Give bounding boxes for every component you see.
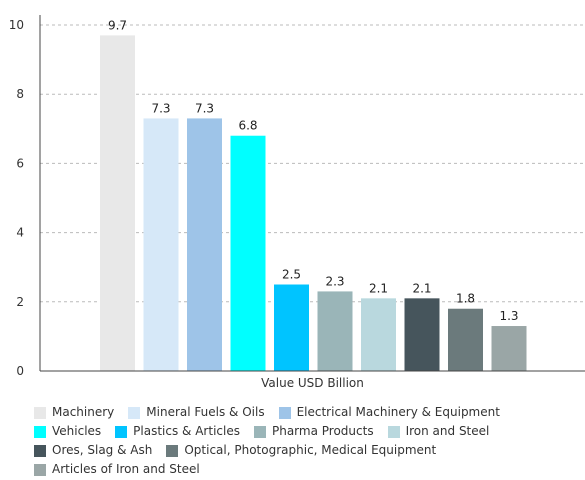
bar-chart: 0 2 4 6 8 10 9.7 7.3 7.3 6.8 2.5 2.3 2.1 2.1 1.8 1.3 <box>9 15 585 378</box>
legend-swatch <box>115 425 128 438</box>
legend-swatch <box>34 463 46 476</box>
bar <box>404 298 440 371</box>
legend-label: Mineral Fuels & Oils <box>146 405 265 419</box>
bar <box>187 118 222 371</box>
bar-value-label: 6.8 <box>238 119 257 133</box>
legend-label: Vehicles <box>52 424 102 438</box>
legend-item: Machinery <box>34 405 114 420</box>
legend-label: Pharma Products <box>271 424 374 438</box>
bar <box>317 291 353 371</box>
bar-value-label: 9.7 <box>108 18 127 32</box>
y-tick-label: 8 <box>16 87 24 101</box>
y-axis-ticks: 0 2 4 6 8 10 <box>9 18 24 378</box>
bar <box>448 308 483 371</box>
legend-swatch <box>34 406 46 419</box>
bar <box>230 135 266 371</box>
bar <box>361 298 396 371</box>
bar <box>274 284 309 371</box>
chart-legend: Machinery Mineral Fuels & Oils Electrical … <box>34 405 579 477</box>
legend-item: Optical, Photographic, Medical Equipment <box>166 443 436 458</box>
bar-value-label: 7.3 <box>195 101 214 115</box>
legend-label: Machinery <box>52 405 115 419</box>
bar <box>143 118 179 371</box>
bar-value-label: 2.1 <box>369 281 388 295</box>
bar <box>100 35 135 371</box>
bar-value-label: 2.5 <box>282 268 301 282</box>
bars <box>100 35 527 371</box>
legend-item: Iron and Steel <box>387 424 490 439</box>
legend-label: Ores, Slag & Ash <box>52 443 153 457</box>
legend-item: Ores, Slag & Ash <box>34 443 152 458</box>
legend-item: Vehicles <box>34 424 101 439</box>
bar-value-label: 2.1 <box>412 281 431 295</box>
x-axis-label: Value USD Billion <box>261 376 364 390</box>
bar <box>491 326 527 371</box>
legend-item: Mineral Fuels & Oils <box>128 405 265 420</box>
legend-swatch <box>128 406 141 419</box>
legend-swatch <box>387 425 400 438</box>
bar-value-labels: 9.7 7.3 7.3 6.8 2.5 2.3 2.1 2.1 1.8 1.3 <box>108 18 519 323</box>
legend-swatch <box>34 425 46 438</box>
legend-label: Articles of Iron and Steel <box>52 462 200 476</box>
legend-item: Electrical Machinery & Equipment <box>278 405 500 420</box>
bar-value-label: 1.8 <box>456 292 475 306</box>
legend-item: Articles of Iron and Steel <box>34 462 200 477</box>
legend-label: Electrical Machinery & Equipment <box>296 405 500 419</box>
legend-item: Pharma Products <box>253 424 374 439</box>
bar-value-label: 7.3 <box>151 101 170 115</box>
y-tick-label: 10 <box>9 18 24 32</box>
y-tick-label: 6 <box>16 156 24 170</box>
legend-label: Iron and Steel <box>405 424 490 438</box>
bar-value-label: 1.3 <box>499 309 518 323</box>
bar-value-label: 2.3 <box>325 274 344 288</box>
legend-swatch <box>34 444 46 457</box>
legend-item: Plastics & Articles <box>115 424 240 439</box>
y-tick-label: 4 <box>16 226 24 240</box>
legend-swatch <box>166 444 179 457</box>
legend-swatch <box>278 406 291 419</box>
legend-label: Optical, Photographic, Medical Equipment <box>184 443 437 457</box>
y-tick-label: 2 <box>16 295 24 309</box>
legend-label: Plastics & Articles <box>133 424 240 438</box>
y-tick-label: 0 <box>16 364 24 378</box>
legend-swatch <box>253 425 266 438</box>
